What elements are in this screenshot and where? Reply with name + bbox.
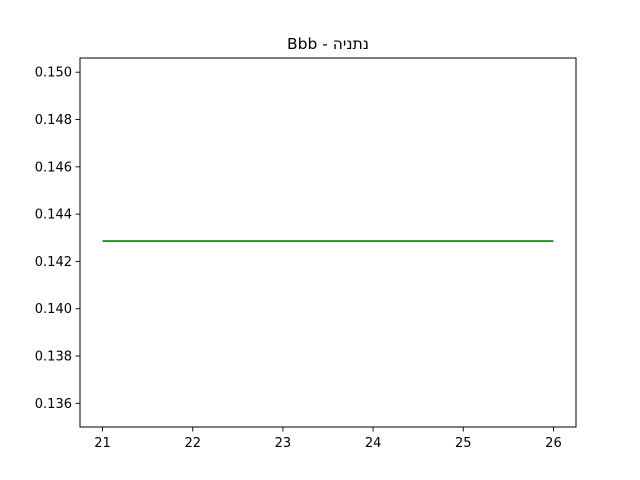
y-tick-label: 0.140: [35, 302, 72, 317]
x-tick-label: 21: [94, 436, 111, 451]
y-tick-label: 0.144: [35, 208, 72, 223]
x-tick-label: 23: [275, 436, 292, 451]
plot-area: 21 22 23 24 25 26 0.136 0.138 0.140 0.142 0.144 0.1…: [35, 57, 577, 451]
x-tick-label: 24: [365, 436, 382, 451]
y-tick-label: 0.142: [35, 255, 72, 270]
x-tick-label: 26: [545, 436, 562, 451]
y-tick-label: 0.138: [35, 350, 72, 365]
axes-frame: [79, 57, 577, 428]
y-tick-label: 0.136: [35, 397, 72, 412]
x-tick-label: 22: [184, 436, 201, 451]
y-tick-label: 0.148: [35, 113, 72, 128]
chart-title: Bbb - נתניה: [287, 35, 369, 53]
y-tick-label: 0.146: [35, 160, 72, 175]
x-tick-label: 25: [455, 436, 472, 451]
y-tick-label: 0.150: [35, 66, 72, 81]
